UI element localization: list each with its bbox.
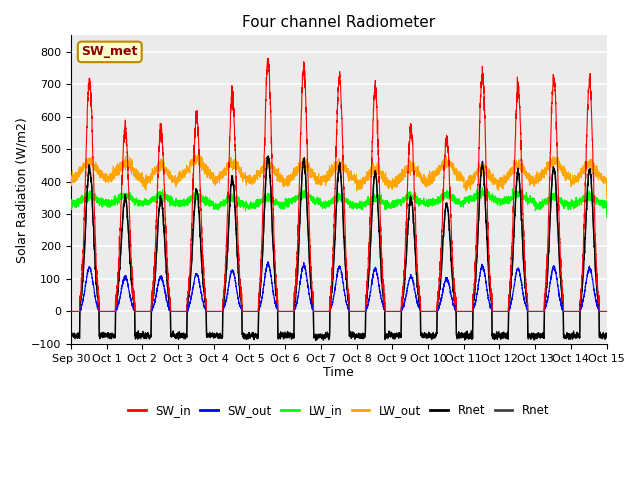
Title: Four channel Radiometer: Four channel Radiometer [242,15,435,30]
X-axis label: Time: Time [323,366,354,379]
Y-axis label: Solar Radiation (W/m2): Solar Radiation (W/m2) [15,117,28,263]
Text: SW_met: SW_met [81,46,138,59]
Legend: SW_in, SW_out, LW_in, LW_out, Rnet, Rnet: SW_in, SW_out, LW_in, LW_out, Rnet, Rnet [124,399,554,421]
